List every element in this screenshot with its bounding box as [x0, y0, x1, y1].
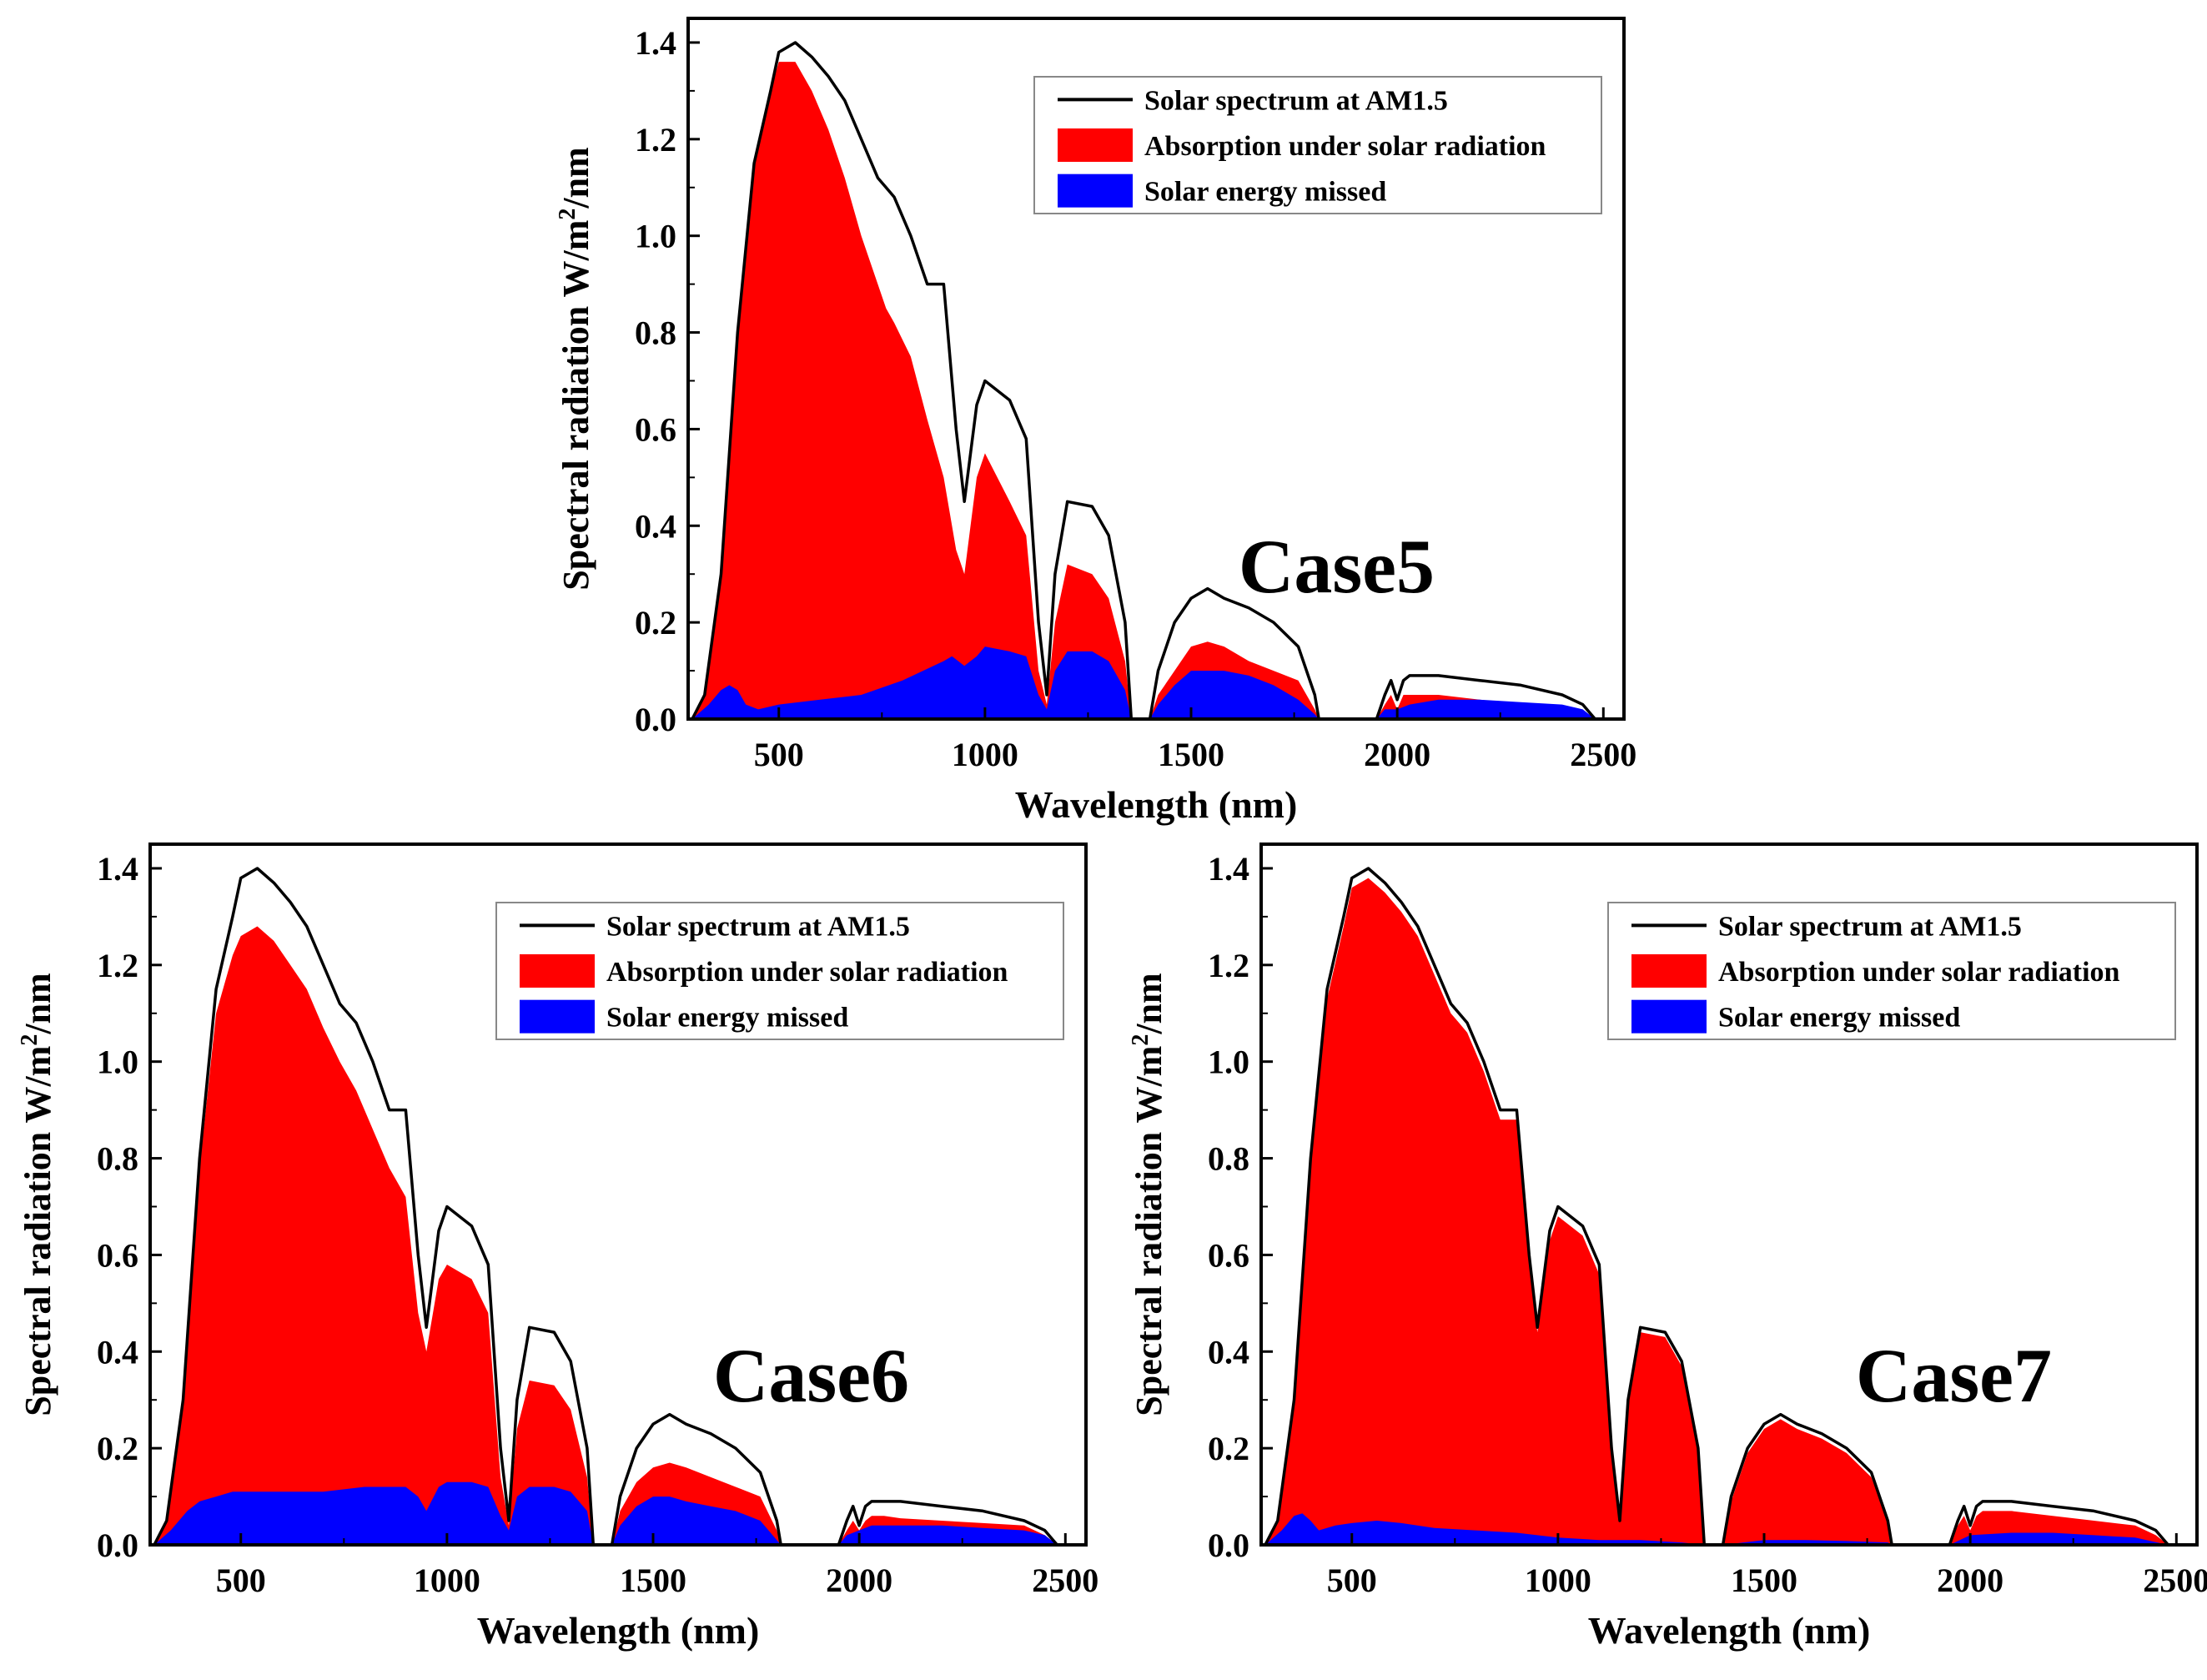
y-tick-label: 1.2 — [97, 947, 138, 984]
absorption-area — [1264, 878, 2169, 1545]
y-tick-label: 0.8 — [1208, 1140, 1249, 1178]
x-tick-label: 2500 — [1032, 1562, 1098, 1599]
x-tick-label: 1000 — [1525, 1562, 1591, 1599]
x-tick-label: 500 — [216, 1562, 266, 1599]
y-tick-label: 0.2 — [635, 604, 676, 641]
y-tick-label: 0.8 — [97, 1140, 138, 1178]
legend-label: Solar spectrum at AM1.5 — [1144, 85, 1448, 116]
legend-label: Solar spectrum at AM1.5 — [606, 911, 910, 942]
y-tick-label: 0.4 — [97, 1333, 138, 1371]
y-tick-label: 0.2 — [97, 1430, 138, 1467]
missed-energy-area — [153, 1481, 1058, 1545]
y-tick-label: 0.0 — [1208, 1527, 1249, 1564]
missed-energy-area — [1264, 1513, 2169, 1545]
x-axis-label: Wavelength (nm) — [477, 1609, 760, 1652]
legend-label: Solar energy missed — [606, 1003, 848, 1034]
solar-spectrum-line — [691, 41, 1596, 719]
x-axis-label: Wavelength (nm) — [1588, 1609, 1871, 1652]
legend-label: Solar spectrum at AM1.5 — [1718, 911, 2022, 942]
legend-key-absorption — [1631, 954, 1707, 988]
missed-energy-area — [691, 646, 1596, 719]
axes-frame — [686, 17, 1626, 721]
y-tick-label: 0.2 — [1208, 1430, 1249, 1467]
y-axis-label: Spectral radiation W/m2/nm — [17, 973, 58, 1416]
y-tick-label: 0.6 — [97, 1236, 138, 1274]
legend: Solar spectrum at AM1.5 Absorption under … — [495, 902, 1064, 1040]
chart-panel-case7: 0.0 0.2 0.4 0.6 0.8 1.0 1.2 1.4 500 1000 1500 2000 2… — [1128, 843, 2207, 1652]
y-axis-label: Spectral radiation W/m2/nm — [1128, 973, 1169, 1416]
x-tick-label: 2500 — [1570, 736, 1636, 773]
axes-frame — [1259, 843, 2199, 1547]
y-axis-label: Spectral radiation W/m2/nm — [555, 147, 596, 590]
x-tick-label: 500 — [754, 736, 804, 773]
absorption-area — [691, 62, 1596, 719]
legend: Solar spectrum at AM1.5 Absorption under … — [1033, 76, 1602, 214]
legend-key-absorption — [1058, 128, 1133, 162]
y-tick-label: 0.6 — [635, 410, 676, 448]
x-axis-label: Wavelength (nm) — [1015, 783, 1298, 826]
y-tick-label: 1.0 — [1208, 1044, 1249, 1081]
solar-spectrum-line — [153, 867, 1058, 1545]
plot-area — [691, 41, 1596, 719]
y-tick-label: 1.0 — [635, 218, 676, 255]
y-tick-label: 1.2 — [635, 121, 676, 158]
x-tick-label: 2000 — [1364, 736, 1430, 773]
legend-label: Absorption under solar radiation — [606, 957, 1008, 988]
y-tick-label: 0.4 — [1208, 1333, 1249, 1371]
y-tick-label: 0.6 — [1208, 1236, 1249, 1274]
axes-frame — [148, 843, 1088, 1547]
legend-label: Absorption under solar radiation — [1718, 957, 2120, 988]
x-tick-label: 1000 — [952, 736, 1018, 773]
y-tick-label: 1.0 — [97, 1044, 138, 1081]
legend-key-missed — [1058, 174, 1133, 208]
legend-label: Solar energy missed — [1718, 1003, 1960, 1034]
y-tick-label: 0.0 — [97, 1527, 138, 1564]
y-tick-label: 1.4 — [635, 24, 676, 62]
legend-label: Solar energy missed — [1144, 177, 1386, 208]
solar-spectrum-line — [1264, 867, 2169, 1545]
plot-area — [153, 867, 1058, 1545]
chart-panel-case6: 0.0 0.2 0.4 0.6 0.8 1.0 1.2 1.4 500 1000 1500 2000 2… — [17, 843, 1098, 1652]
case-annotation: Case7 — [1856, 1333, 2052, 1418]
x-tick-label: 1500 — [1731, 1562, 1797, 1599]
legend-key-missed — [1631, 999, 1707, 1034]
y-tick-label: 0.0 — [635, 701, 676, 738]
y-tick-label: 1.4 — [97, 850, 138, 888]
y-tick-label: 1.2 — [1208, 947, 1249, 984]
legend: Solar spectrum at AM1.5 Absorption under … — [1607, 902, 2176, 1040]
x-tick-label: 2000 — [1937, 1562, 2003, 1599]
x-tick-label: 2000 — [826, 1562, 892, 1599]
x-tick-label: 1500 — [1158, 736, 1224, 773]
plot-area — [1264, 867, 2169, 1545]
legend-key-missed — [520, 999, 595, 1034]
x-tick-label: 1000 — [414, 1562, 480, 1599]
y-tick-label: 1.4 — [1208, 850, 1249, 888]
x-tick-label: 2500 — [2143, 1562, 2207, 1599]
legend-label: Absorption under solar radiation — [1144, 131, 1546, 162]
x-tick-label: 1500 — [620, 1562, 686, 1599]
chart-panel-case5: 0.0 0.2 0.4 0.6 0.8 1.0 1.2 1.4 500 1000 1500 2000 2… — [555, 17, 1636, 826]
x-tick-label: 500 — [1327, 1562, 1377, 1599]
absorption-area — [153, 926, 1058, 1545]
y-tick-label: 0.8 — [635, 314, 676, 352]
case-annotation: Case5 — [1239, 524, 1435, 609]
y-tick-label: 0.4 — [635, 507, 676, 545]
legend-key-absorption — [520, 954, 595, 988]
case-annotation: Case6 — [713, 1333, 909, 1418]
